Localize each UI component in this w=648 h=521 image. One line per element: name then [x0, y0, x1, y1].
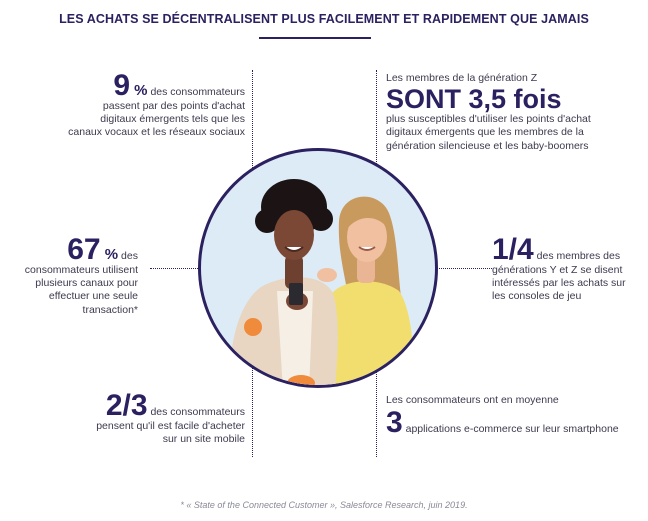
- stat-text: génération silencieuse et les baby-boome…: [386, 139, 589, 152]
- stat-headline: SONT 3,5 fois: [386, 84, 562, 115]
- people-illustration: [198, 148, 438, 388]
- stat-text: digitaux émergents que les membres de la: [386, 126, 584, 139]
- stat-text: des consommateurs: [147, 86, 245, 98]
- stat-text: plusieurs canaux pour: [35, 277, 138, 290]
- stat-text: Les membres de la génération Z: [386, 72, 538, 84]
- stat-unit: %: [130, 82, 148, 99]
- stat-text: les consoles de jeu: [492, 290, 582, 303]
- connector-line-top-right: [376, 70, 377, 182]
- stat-text: plus susceptibles d'utiliser les points …: [386, 113, 591, 126]
- stat-block-67-percent: 67 % des consommateurs utilisent plusieu…: [10, 233, 138, 317]
- stat-block-9-percent: 9 % des consommateurs passent par des po…: [40, 69, 245, 140]
- connector-line-right: [436, 268, 492, 269]
- stat-text: sur un site mobile: [162, 433, 245, 446]
- connector-line-left: [150, 268, 200, 269]
- stat-block-gen-z: Les membres de la génération Z SONT 3,5 …: [386, 72, 626, 153]
- stat-text: canaux vocaux et les réseaux sociaux: [68, 126, 245, 139]
- stat-number: 3: [386, 406, 403, 440]
- stat-block-two-thirds: 2/3 des consommateurs pensent qu'il est …: [40, 389, 245, 446]
- stat-text: des: [118, 250, 138, 262]
- title-underline: [259, 37, 371, 39]
- connector-line-bottom-left: [252, 352, 253, 457]
- stat-text: Les consommateurs ont en moyenne: [386, 394, 559, 406]
- stat-text: intéressés par les achats sur: [492, 277, 626, 290]
- stat-text: des membres des: [533, 250, 621, 262]
- stat-text: applications e-commerce sur leur smartph…: [405, 423, 619, 436]
- connector-line-top-left: [252, 70, 253, 182]
- stat-text: transaction*: [82, 303, 138, 316]
- stat-text: pensent qu'il est facile d'acheter: [96, 420, 245, 432]
- stat-text: générations Y et Z se disent: [492, 264, 623, 276]
- stat-number: 9: [113, 69, 131, 102]
- stat-text: digitaux émergents tels que les: [100, 113, 245, 126]
- stat-text: effectuer une seule: [48, 290, 138, 303]
- stat-number: 1/4: [492, 233, 534, 266]
- stat-text: consommateurs utilisent: [24, 264, 138, 276]
- stat-text: passent par des points d'achat: [102, 100, 245, 112]
- page-title: LES ACHATS SE DÉCENTRALISENT PLUS FACILE…: [59, 12, 589, 26]
- stat-number: 2/3: [105, 389, 148, 422]
- stat-text: des consommateurs: [147, 406, 245, 418]
- stat-block-three-apps: Les consommateurs ont en moyenne 3 appli…: [386, 394, 641, 440]
- connector-line-bottom-right: [376, 352, 377, 457]
- stat-unit: %: [100, 246, 119, 263]
- stat-number: 67: [67, 233, 101, 266]
- footnote: * « State of the Connected Customer », S…: [180, 500, 468, 510]
- two-women-with-phone-image: [230, 179, 414, 385]
- stat-block-one-quarter: 1/4 des membres des générations Y et Z s…: [492, 233, 642, 304]
